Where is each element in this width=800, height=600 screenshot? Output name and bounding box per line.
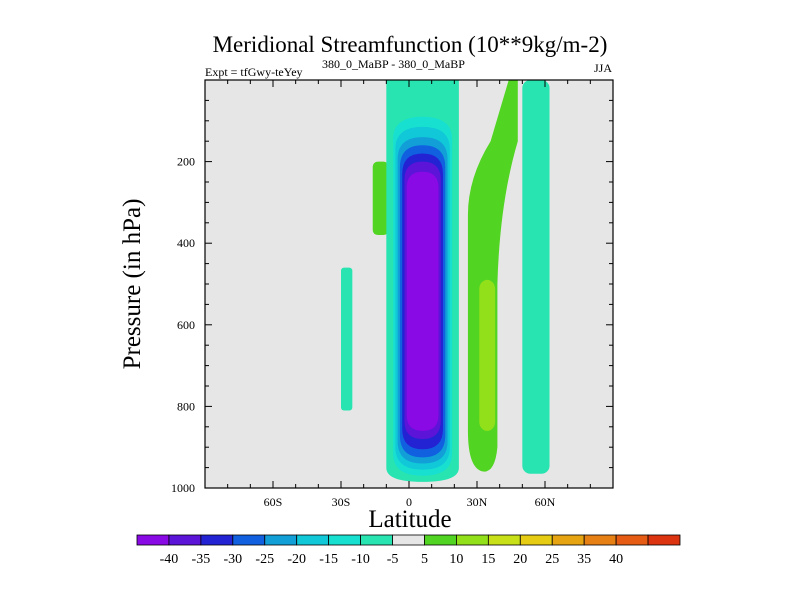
colorbar-box	[328, 534, 361, 546]
axis-ticks: 60S 30S 0 30N 60N 200 400 600 800 1000	[171, 80, 613, 509]
colorbar-label: 10	[449, 552, 463, 567]
colorbar-label: -25	[255, 552, 274, 567]
colorbar-box	[296, 534, 330, 546]
colorbar-box	[392, 534, 425, 546]
x-tick-label: 60N	[535, 495, 556, 509]
y-tick-label: 400	[177, 236, 195, 250]
x-axis-label: Latitude	[368, 506, 451, 533]
y-axis-label: Pressure (in hPa)	[119, 199, 146, 370]
y-tick-label: 800	[177, 399, 195, 413]
colorbar-label: -40	[160, 552, 179, 567]
colorbar-box	[168, 534, 202, 546]
x-tick-label: 0	[406, 495, 412, 509]
colorbar-box	[232, 534, 266, 546]
colorbar-label: -35	[192, 552, 211, 567]
colorbar-label: 40	[609, 552, 623, 567]
y-tick-label: 600	[177, 318, 195, 332]
colorbar-label: -5	[387, 552, 399, 567]
colorbar-label: 5	[421, 552, 428, 567]
center-string: 380_0_MaBP - 380_0_MaBP	[322, 57, 465, 71]
y-tick-label: 200	[177, 155, 195, 169]
southern-positive-patch	[372, 161, 389, 236]
northern-negative-band	[522, 80, 550, 474]
colorbar-label: -10	[351, 552, 370, 567]
x-tick-label: 30S	[332, 495, 351, 509]
plot-area: 60S 30S 0 30N 60N 200 400 600 800 1000	[171, 79, 614, 509]
contour-fields	[341, 80, 550, 482]
colorbar-label: 15	[481, 552, 495, 567]
colorbar-box	[136, 534, 170, 546]
colorbar-box	[200, 534, 234, 546]
northern-positive-cell-10	[479, 279, 496, 431]
colorbar-box	[456, 534, 489, 546]
tropical-cell-contour	[406, 171, 439, 431]
colorbar-box	[487, 534, 521, 546]
colorbar-label: 25	[545, 552, 559, 567]
chart-title: Meridional Streamfunction (10**9kg/m-2)	[213, 32, 608, 57]
colorbar-box	[615, 534, 649, 546]
colorbar-box	[551, 534, 585, 546]
colorbar-box	[519, 534, 553, 546]
colorbar-box	[360, 534, 393, 546]
colorbar-label: 20	[513, 552, 527, 567]
season-label: JJA	[594, 61, 612, 75]
colorbar-label: -15	[319, 552, 338, 567]
colorbar: -40 -35 -30 -25 -20 -15 -10 -5 5 10 15 20 25 35 40	[136, 534, 681, 567]
colorbar-label: -20	[287, 552, 306, 567]
colorbar-box	[583, 534, 617, 546]
left-string: Expt = tfGwy-teYey	[205, 65, 303, 79]
colorbar-box	[264, 534, 298, 546]
colorbar-label: -30	[223, 552, 242, 567]
x-tick-label: 30N	[467, 495, 488, 509]
y-tick-label: 1000	[171, 481, 195, 495]
southern-negative-strip	[341, 267, 353, 411]
colorbar-label: 35	[577, 552, 591, 567]
colorbar-box	[647, 534, 681, 546]
x-tick-label: 60S	[264, 495, 283, 509]
colorbar-box	[424, 534, 457, 546]
